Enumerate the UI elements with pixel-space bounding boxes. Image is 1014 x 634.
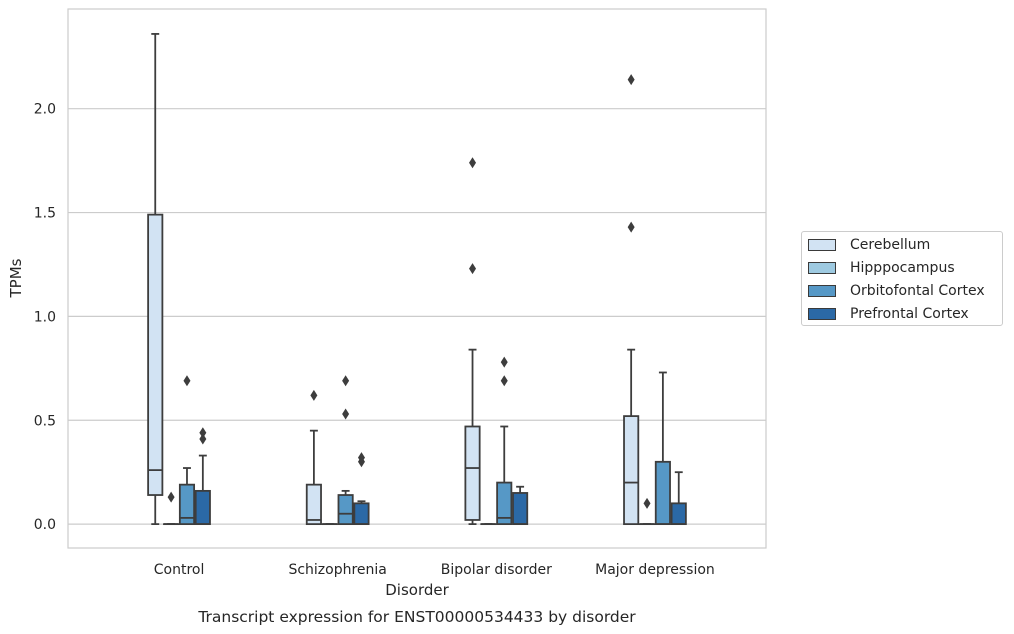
chart-title: Transcript expression for ENST0000053443… — [197, 608, 636, 626]
legend-label-orbitofrontal: Orbitofontal Cortex — [850, 283, 985, 299]
outlier-point — [469, 157, 477, 169]
box-orbitofontal-cortex — [496, 356, 513, 526]
outlier-point — [357, 452, 365, 464]
box-cerebellum — [147, 33, 164, 526]
box-prefrontal-cortex — [194, 427, 211, 526]
y-tick-label: 0.5 — [34, 413, 56, 429]
plot-frame — [67, 8, 767, 549]
x-tick-label: Control — [154, 562, 205, 578]
box-cerebellum — [464, 157, 481, 526]
y-tick-label: 0.0 — [34, 517, 56, 533]
y-axis-label: TPMs — [7, 258, 25, 298]
legend-swatch-hippocampus — [808, 262, 836, 274]
legend-item-hippocampus: Hipppocampus — [808, 258, 955, 278]
box-body — [194, 489, 211, 526]
box-body — [147, 213, 164, 496]
outlier-point — [199, 427, 207, 439]
box-body — [512, 492, 529, 526]
x-axis-label: Disorder — [385, 581, 449, 599]
y-tick-label: 1.5 — [34, 206, 56, 222]
box-body — [464, 425, 481, 521]
box-orbitofontal-cortex — [654, 371, 671, 526]
outlier-point — [199, 433, 207, 445]
legend-item-orbitofrontal: Orbitofontal Cortex — [808, 281, 985, 301]
box-body — [178, 483, 196, 526]
outlier-point — [643, 497, 651, 509]
legend-swatch-prefrontal — [808, 308, 836, 320]
x-tick-labels: Control Schizophrenia Bipolar disorder Majo… — [154, 562, 715, 578]
y-tick-label: 1.0 — [34, 309, 56, 325]
outlier-point — [342, 375, 350, 387]
x-tick-label: Schizophrenia — [288, 562, 386, 578]
box-hipppocampus — [163, 491, 180, 526]
box-body — [654, 460, 671, 526]
box-prefrontal-cortex — [353, 452, 370, 526]
box-body — [305, 483, 322, 526]
outlier-point — [500, 356, 508, 368]
box-orbitofontal-cortex — [337, 375, 354, 526]
box-hipppocampus — [638, 497, 656, 526]
legend-item-cerebellum: Cerebellum — [808, 235, 930, 255]
legend-label-prefrontal: Prefrontal Cortex — [850, 306, 969, 322]
box-cerebellum — [623, 74, 640, 526]
outlier-point — [627, 221, 635, 233]
box-body — [496, 481, 513, 526]
outlier-point — [183, 375, 191, 387]
box-orbitofontal-cortex — [178, 375, 196, 526]
outlier-point — [342, 408, 350, 420]
legend-swatch-cerebellum — [808, 239, 836, 251]
box-body — [337, 494, 354, 526]
outlier-point — [627, 74, 635, 86]
outlier-point — [310, 389, 318, 401]
box-body — [623, 415, 640, 526]
box-prefrontal-cortex — [512, 485, 529, 526]
legend-item-prefrontal: Prefrontal Cortex — [808, 304, 969, 324]
legend-label-cerebellum: Cerebellum — [850, 237, 931, 253]
legend: Cerebellum Hipppocampus Orbitofontal Cor… — [801, 231, 1003, 326]
x-tick-label: Major depression — [595, 562, 715, 578]
y-tick-label: 2.0 — [34, 102, 56, 118]
legend-swatch-orbitofrontal — [808, 285, 836, 297]
outlier-point — [500, 375, 508, 387]
box-body — [353, 502, 370, 526]
box-layer — [147, 33, 687, 526]
box-prefrontal-cortex — [670, 471, 687, 526]
legend-label-hippocampus: Hipppocampus — [850, 260, 955, 276]
outlier-point — [167, 491, 175, 503]
y-tick-labels: 0.0 0.5 1.0 1.5 2.0 — [34, 102, 56, 533]
x-tick-label: Bipolar disorder — [441, 562, 552, 578]
outlier-point — [469, 263, 477, 275]
box-cerebellum — [305, 389, 322, 526]
box-body — [670, 502, 687, 526]
